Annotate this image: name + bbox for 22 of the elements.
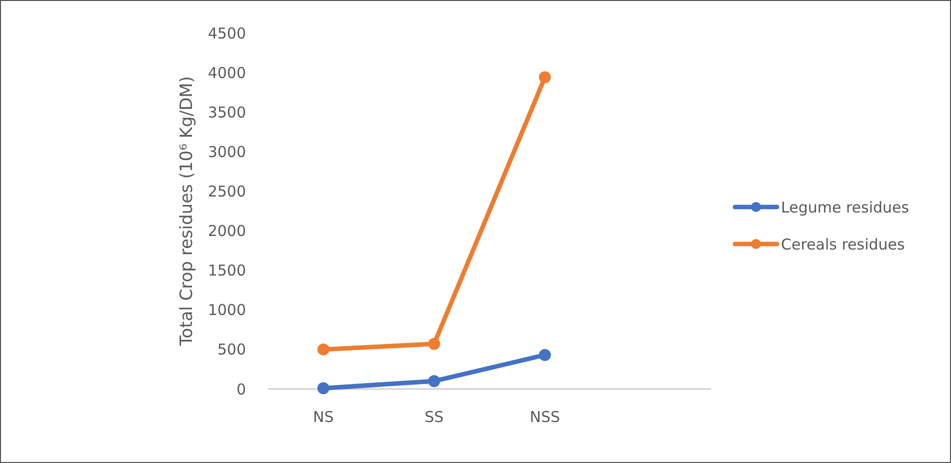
point	[538, 71, 551, 84]
y-tick-label: 4000	[208, 64, 246, 82]
legend-label: Legume residues	[781, 198, 910, 216]
y-tick-label: 3500	[208, 103, 246, 122]
y-axis-title: Total Crop residues (10⁶ Kg/DM)	[177, 76, 197, 347]
point	[428, 375, 440, 388]
point	[538, 348, 551, 361]
x-tick-label: NS	[313, 408, 334, 426]
y-tick-label: 500	[217, 340, 246, 359]
y-tick-label: 1500	[208, 262, 246, 280]
point	[317, 382, 330, 394]
y-tick-label: 3000	[208, 142, 246, 161]
legend-label: Cereals residues	[781, 235, 906, 254]
y-tick-label: 1000	[208, 301, 246, 320]
point	[317, 343, 330, 356]
x-tick-label: SS	[424, 408, 444, 426]
point	[428, 338, 440, 350]
x-tick-label: NSS	[530, 408, 560, 426]
y-tick-label: 2000	[208, 222, 246, 240]
y-tick-label: 4500	[208, 24, 246, 42]
y-tick-label: 0	[236, 380, 246, 398]
y-tick-label: 2500	[208, 182, 246, 200]
